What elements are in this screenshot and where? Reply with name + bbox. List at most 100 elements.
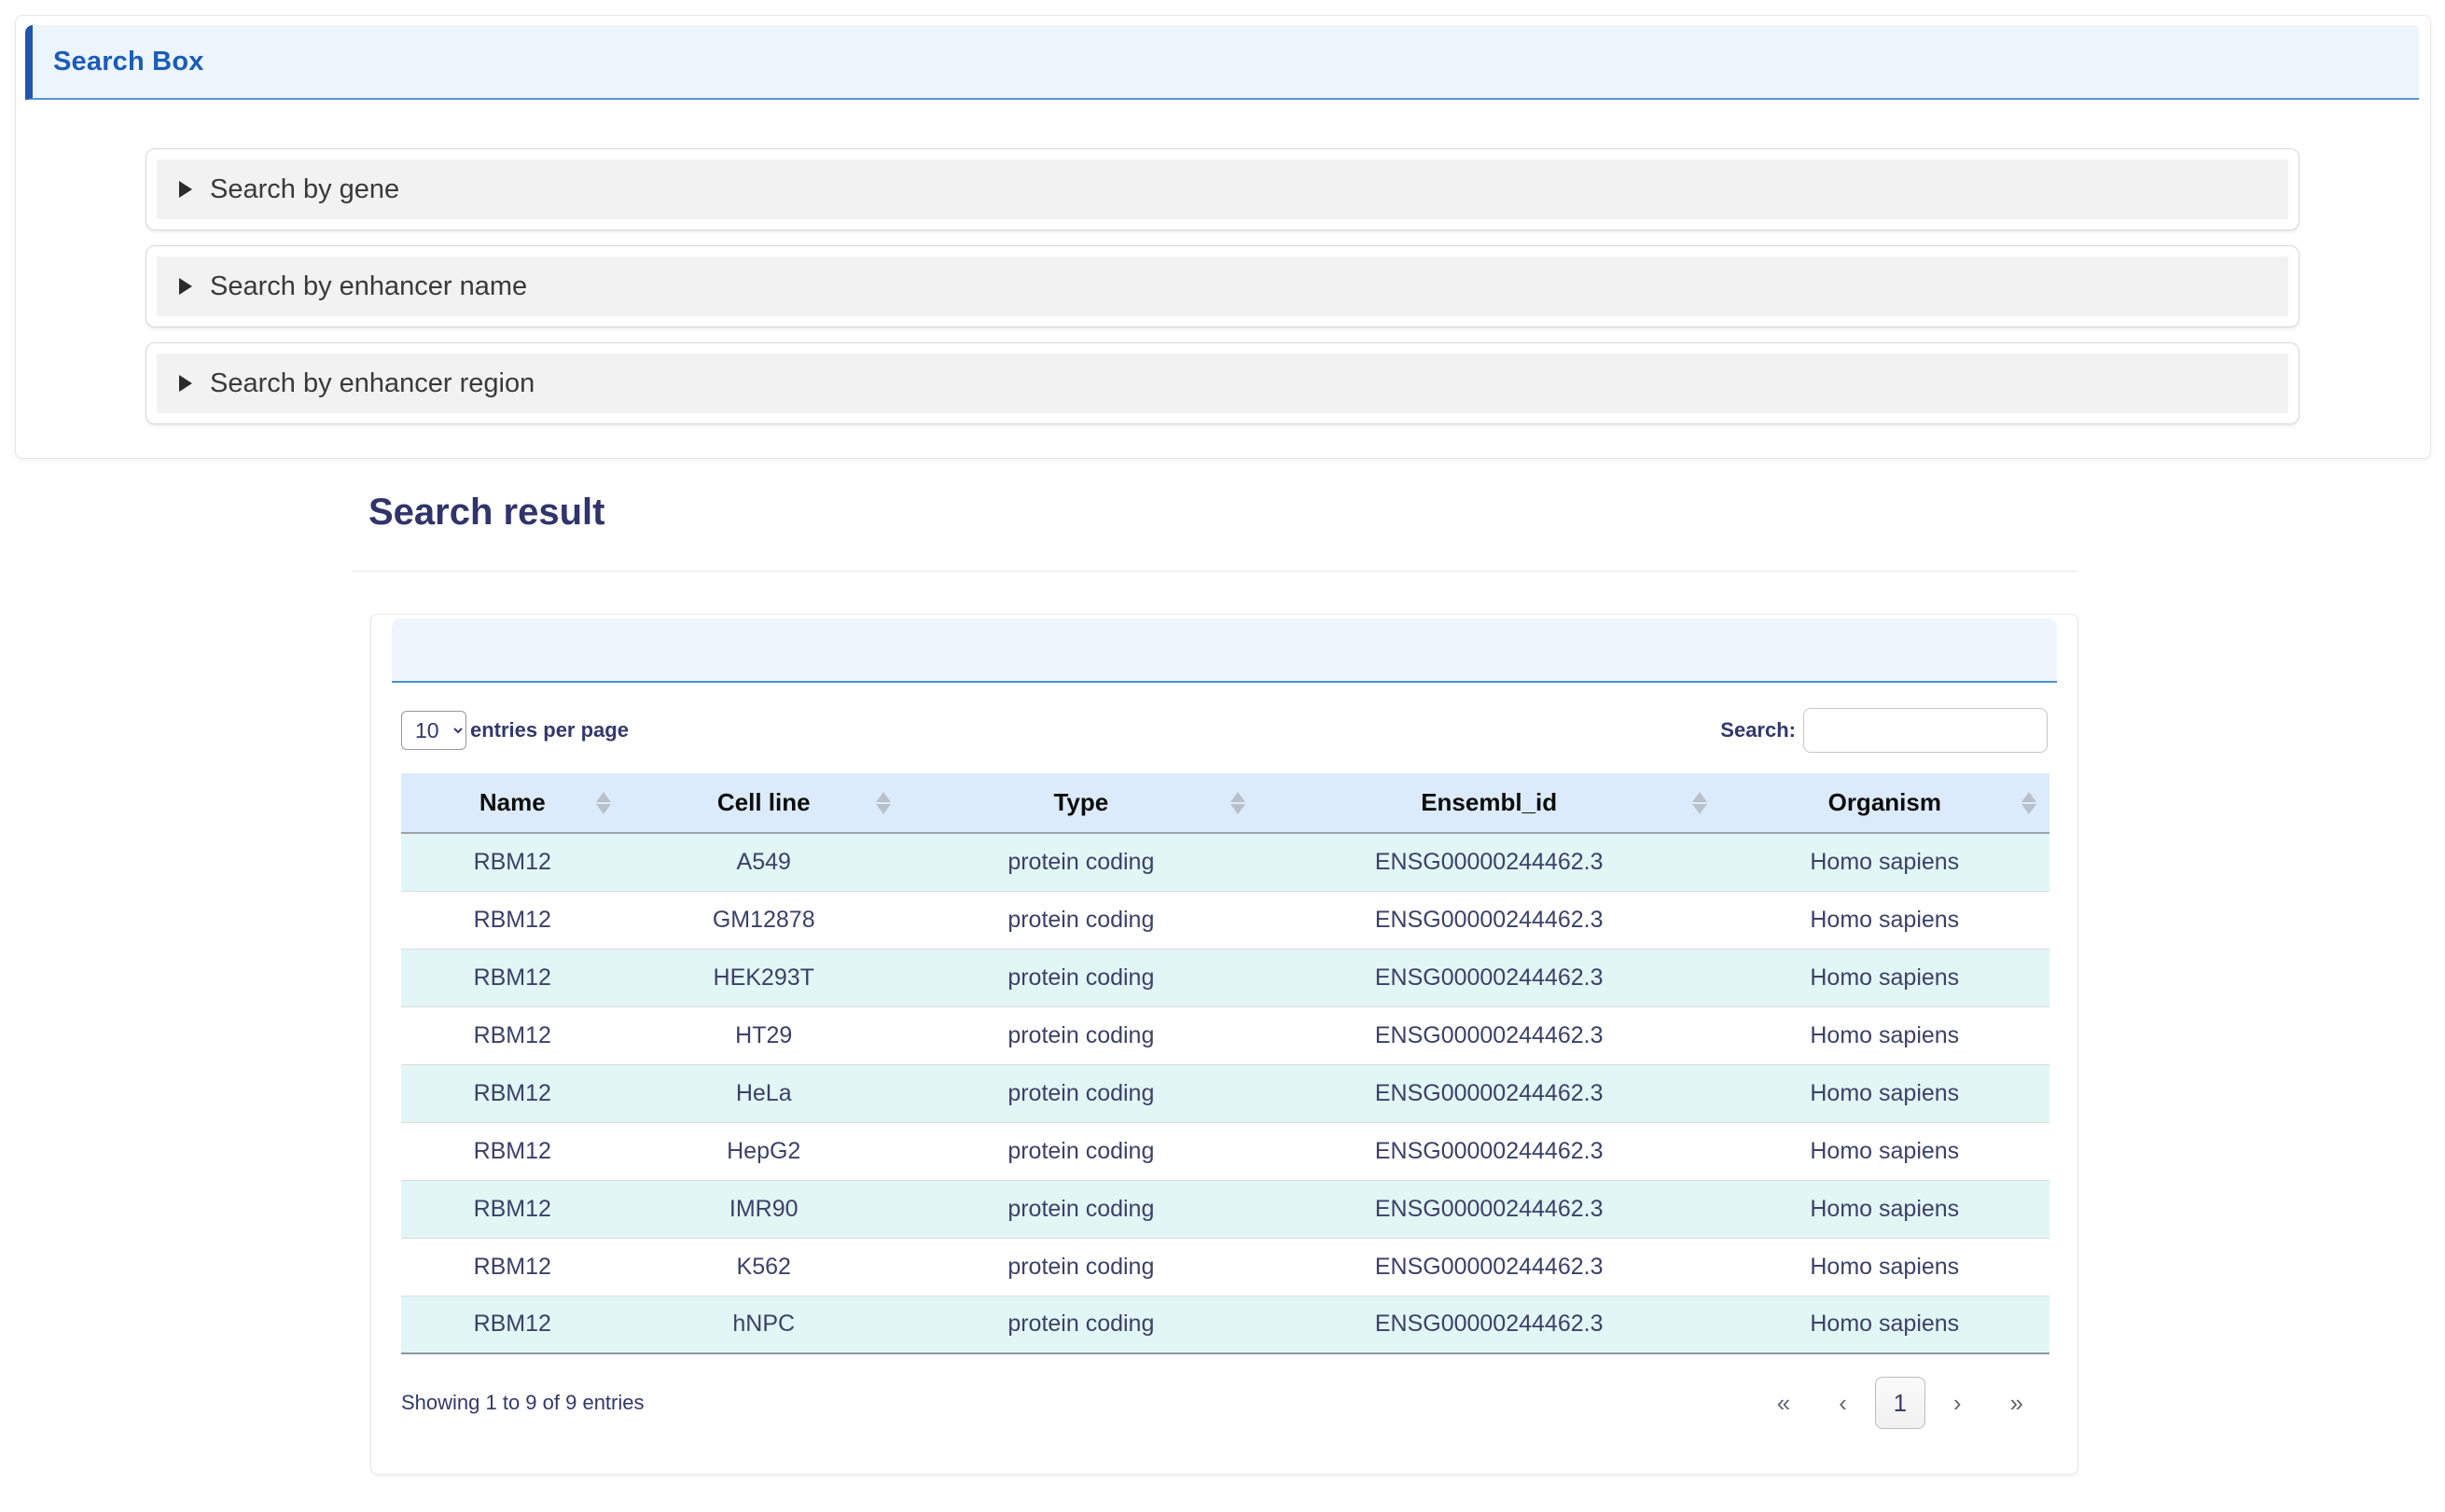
cell-cell-line: K562	[624, 1238, 904, 1296]
entries-per-page-select[interactable]: 10	[401, 711, 466, 750]
cell-type: protein coding	[904, 1238, 1258, 1296]
entries-per-page-control: 10 entries per page	[401, 711, 629, 750]
cell-cell-line: hNPC	[624, 1296, 904, 1353]
cell-cell-line: HeLa	[624, 1064, 904, 1122]
cell-name: RBM12	[401, 1238, 624, 1296]
cell-type: protein coding	[904, 1006, 1258, 1064]
cell-type: protein coding	[904, 949, 1258, 1006]
result-panel-bar	[392, 618, 2057, 683]
entries-per-page-label: entries per page	[470, 718, 629, 742]
cell-organism: Homo sapiens	[1720, 1064, 2049, 1122]
search-box-title: Search Box	[53, 47, 204, 77]
table-row: RBM12A549protein codingENSG00000244462.3…	[401, 833, 2049, 891]
column-header-type[interactable]: Type	[904, 773, 1258, 833]
table-search-input[interactable]	[1803, 708, 2048, 753]
cell-organism: Homo sapiens	[1720, 891, 2049, 949]
pagination-last-button[interactable]: »	[1986, 1389, 2048, 1418]
cell-name: RBM12	[401, 891, 624, 949]
table-row: RBM12IMR90protein codingENSG00000244462.…	[401, 1180, 2049, 1238]
results-table-head: Name Cell line Type Ensembl_id Organism	[401, 773, 2049, 833]
section-label: Search by gene	[210, 174, 399, 205]
cell-cell-line: HEK293T	[624, 949, 904, 1006]
cell-ensembl-id: ENSG00000244462.3	[1258, 1296, 1720, 1353]
sort-icon	[1692, 792, 1707, 814]
cell-name: RBM12	[401, 1064, 624, 1122]
cell-ensembl-id: ENSG00000244462.3	[1258, 891, 1720, 949]
column-header-organism[interactable]: Organism	[1720, 773, 2049, 833]
section-search-by-enhancer-name: Search by enhancer name	[146, 245, 2299, 327]
sort-icon	[1230, 792, 1245, 814]
results-table: Name Cell line Type Ensembl_id Organism RBM1…	[401, 773, 2049, 1354]
search-result-card: 10 entries per page Search: Name Cell lin…	[370, 614, 2078, 1475]
cell-organism: Homo sapiens	[1720, 949, 2049, 1006]
cell-organism: Homo sapiens	[1720, 1296, 2049, 1353]
cell-cell-line: HT29	[624, 1006, 904, 1064]
cell-type: protein coding	[904, 1122, 1258, 1180]
cell-type: protein coding	[904, 891, 1258, 949]
table-controls: 10 entries per page Search:	[401, 708, 2048, 753]
section-label: Search by enhancer name	[210, 271, 527, 302]
column-header-cell-line[interactable]: Cell line	[624, 773, 904, 833]
table-row: RBM12K562protein codingENSG00000244462.3…	[401, 1238, 2049, 1296]
cell-ensembl-id: ENSG00000244462.3	[1258, 833, 1720, 891]
column-header-label: Name	[479, 788, 546, 816]
table-row: RBM12HepG2protein codingENSG00000244462.…	[401, 1122, 2049, 1180]
column-header-label: Cell line	[717, 788, 811, 816]
cell-organism: Homo sapiens	[1720, 1238, 2049, 1296]
cell-ensembl-id: ENSG00000244462.3	[1258, 1064, 1720, 1122]
cell-cell-line: GM12878	[624, 891, 904, 949]
cell-name: RBM12	[401, 1006, 624, 1064]
search-box-card: Search Box Search by gene Search by enha…	[15, 15, 2431, 459]
cell-ensembl-id: ENSG00000244462.3	[1258, 1180, 1720, 1238]
divider	[353, 571, 2078, 572]
pagination-page-1-button[interactable]: 1	[1875, 1377, 1925, 1429]
cell-ensembl-id: ENSG00000244462.3	[1258, 1238, 1720, 1296]
table-row: RBM12HEK293Tprotein codingENSG0000024446…	[401, 949, 2049, 1006]
cell-ensembl-id: ENSG00000244462.3	[1258, 1122, 1720, 1180]
column-header-label: Organism	[1828, 788, 1941, 816]
cell-type: protein coding	[904, 833, 1258, 891]
column-header-label: Type	[1053, 788, 1108, 816]
column-header-ensembl-id[interactable]: Ensembl_id	[1258, 773, 1720, 833]
table-footer: Showing 1 to 9 of 9 entries « ‹ 1 › »	[401, 1377, 2048, 1429]
cell-name: RBM12	[401, 1296, 624, 1353]
results-table-body: RBM12A549protein codingENSG00000244462.3…	[401, 833, 2049, 1353]
cell-cell-line: HepG2	[624, 1122, 904, 1180]
pagination-first-button[interactable]: «	[1753, 1389, 1814, 1418]
table-row: RBM12HT29protein codingENSG00000244462.3…	[401, 1006, 2049, 1064]
search-label: Search:	[1720, 718, 1796, 742]
section-search-by-gene: Search by gene	[146, 148, 2299, 230]
table-row: RBM12HeLaprotein codingENSG00000244462.3…	[401, 1064, 2049, 1122]
table-row: RBM12hNPCprotein codingENSG00000244462.3…	[401, 1296, 2049, 1353]
search-by-enhancer-name-toggle[interactable]: Search by enhancer name	[157, 257, 2288, 316]
cell-type: protein coding	[904, 1296, 1258, 1353]
pagination-next-button[interactable]: ›	[1929, 1389, 1986, 1418]
cell-name: RBM12	[401, 1180, 624, 1238]
collapsed-caret-icon	[179, 375, 192, 392]
sort-icon	[596, 792, 611, 814]
cell-ensembl-id: ENSG00000244462.3	[1258, 949, 1720, 1006]
sort-icon	[876, 792, 891, 814]
cell-name: RBM12	[401, 833, 624, 891]
cell-type: protein coding	[904, 1180, 1258, 1238]
search-by-enhancer-region-toggle[interactable]: Search by enhancer region	[157, 354, 2288, 413]
cell-organism: Homo sapiens	[1720, 1122, 2049, 1180]
pagination-prev-button[interactable]: ‹	[1814, 1389, 1871, 1418]
search-by-gene-toggle[interactable]: Search by gene	[157, 160, 2288, 219]
table-row: RBM12GM12878protein codingENSG0000024446…	[401, 891, 2049, 949]
cell-organism: Homo sapiens	[1720, 1006, 2049, 1064]
column-header-name[interactable]: Name	[401, 773, 624, 833]
cell-name: RBM12	[401, 949, 624, 1006]
sort-icon	[2021, 792, 2036, 814]
cell-name: RBM12	[401, 1122, 624, 1180]
cell-cell-line: A549	[624, 833, 904, 891]
collapsed-caret-icon	[179, 181, 192, 198]
section-label: Search by enhancer region	[210, 368, 535, 399]
column-header-label: Ensembl_id	[1421, 788, 1557, 816]
search-sections: Search by gene Search by enhancer name S…	[146, 148, 2299, 424]
showing-entries-text: Showing 1 to 9 of 9 entries	[401, 1391, 645, 1415]
table-search-control: Search:	[1720, 708, 2048, 753]
cell-cell-line: IMR90	[624, 1180, 904, 1238]
search-box-header: Search Box	[25, 25, 2419, 100]
cell-organism: Homo sapiens	[1720, 1180, 2049, 1238]
